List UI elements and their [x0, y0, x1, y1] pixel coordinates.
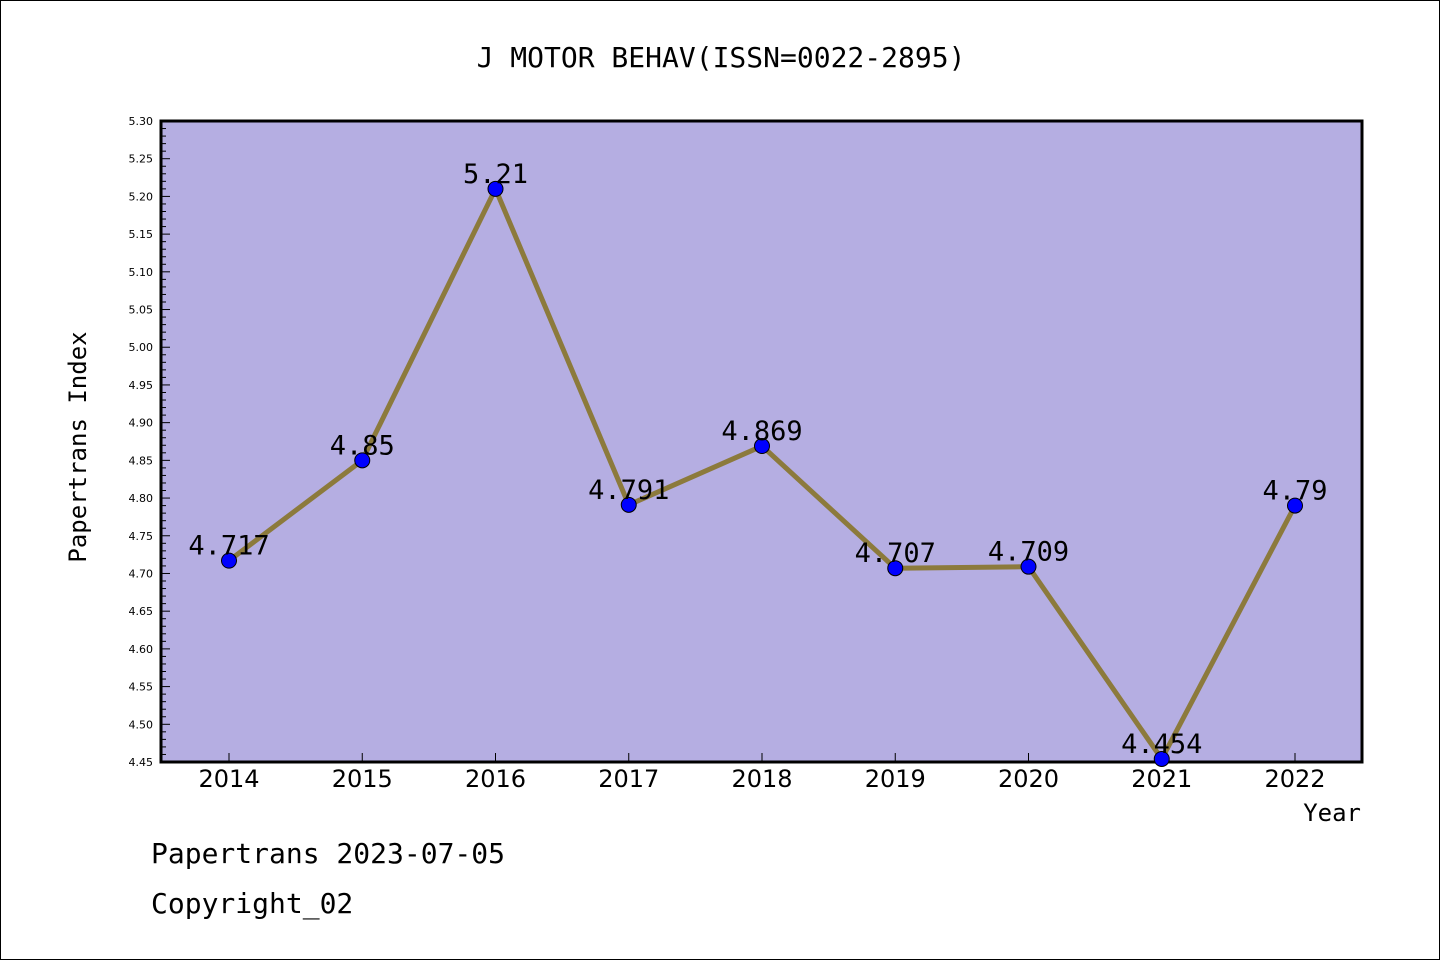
data-label: 4.85 [330, 430, 395, 461]
y-tick-label: 5.25 [129, 153, 154, 166]
y-tick-label: 4.70 [129, 567, 154, 580]
y-axis: 4.45 4.50 4.55 4.60 4.65 4.70 4.75 4.80 4.85 4.90… [129, 115, 170, 769]
y-tick-label: 4.50 [129, 718, 154, 731]
data-point [354, 452, 371, 469]
x-axis: 2014 2015 2016 2017 2018 2019 2020 2021 2022 [198, 753, 1326, 793]
y-tick-label: 4.75 [129, 530, 154, 543]
x-tick-label: 2020 [998, 765, 1059, 793]
data-point [221, 552, 237, 569]
y-tick-label: 5.30 [129, 115, 154, 128]
x-tick-label: 2016 [465, 765, 526, 793]
y-tick-label: 4.80 [129, 492, 154, 505]
data-point [1287, 497, 1303, 514]
y-tick-label: 4.85 [129, 454, 154, 467]
footer-copyright: Copyright_02 [151, 887, 354, 920]
y-tick-label: 4.65 [129, 605, 154, 618]
x-tick-label: 2019 [865, 765, 926, 793]
y-tick-label: 5.20 [129, 190, 154, 203]
x-axis-label: Year [1303, 799, 1361, 827]
x-tick-label: 2015 [332, 765, 393, 793]
data-point [487, 180, 504, 197]
x-tick-label: 2014 [198, 765, 259, 793]
data-label: 4.791 [588, 475, 669, 506]
data-label: 4.79 [1262, 476, 1327, 507]
data-label: 4.707 [855, 538, 936, 569]
y-tick-label: 4.90 [129, 417, 154, 430]
y-tick-label: 5.15 [129, 228, 154, 241]
y-tick-label: 4.95 [129, 379, 154, 392]
data-label: 4.454 [1121, 729, 1202, 760]
y-tick-label: 4.55 [129, 681, 154, 694]
data-labels-group: 4.717 4.85 5.21 4.791 4.869 4.707 4.709 4.454 4.… [188, 159, 1327, 760]
chart-title: J MOTOR BEHAV(ISSN=0022-2895) [477, 41, 966, 74]
data-point [620, 496, 637, 513]
y-tick-label: 5.05 [129, 304, 154, 317]
data-label: 5.21 [463, 159, 528, 190]
y-tick-label: 5.00 [129, 341, 154, 354]
data-label: 4.717 [188, 531, 269, 562]
data-label: 4.869 [721, 416, 802, 447]
footer-date-line: Papertrans 2023-07-05 [151, 837, 506, 870]
x-tick-label: 2022 [1264, 765, 1325, 793]
series-group [221, 180, 1303, 767]
x-tick-label: 2017 [598, 765, 659, 793]
data-point [1020, 558, 1037, 575]
x-tick-label: 2021 [1131, 765, 1192, 793]
y-tick-label: 4.60 [129, 643, 154, 656]
data-point [1153, 750, 1170, 767]
y-tick-label: 5.10 [129, 266, 154, 279]
y-tick-label: 4.45 [129, 756, 154, 769]
y-axis-label: Papertrans Index [64, 331, 92, 562]
data-point [754, 438, 770, 455]
data-label: 4.709 [988, 537, 1069, 568]
data-point [887, 560, 904, 577]
x-tick-label: 2018 [731, 765, 792, 793]
